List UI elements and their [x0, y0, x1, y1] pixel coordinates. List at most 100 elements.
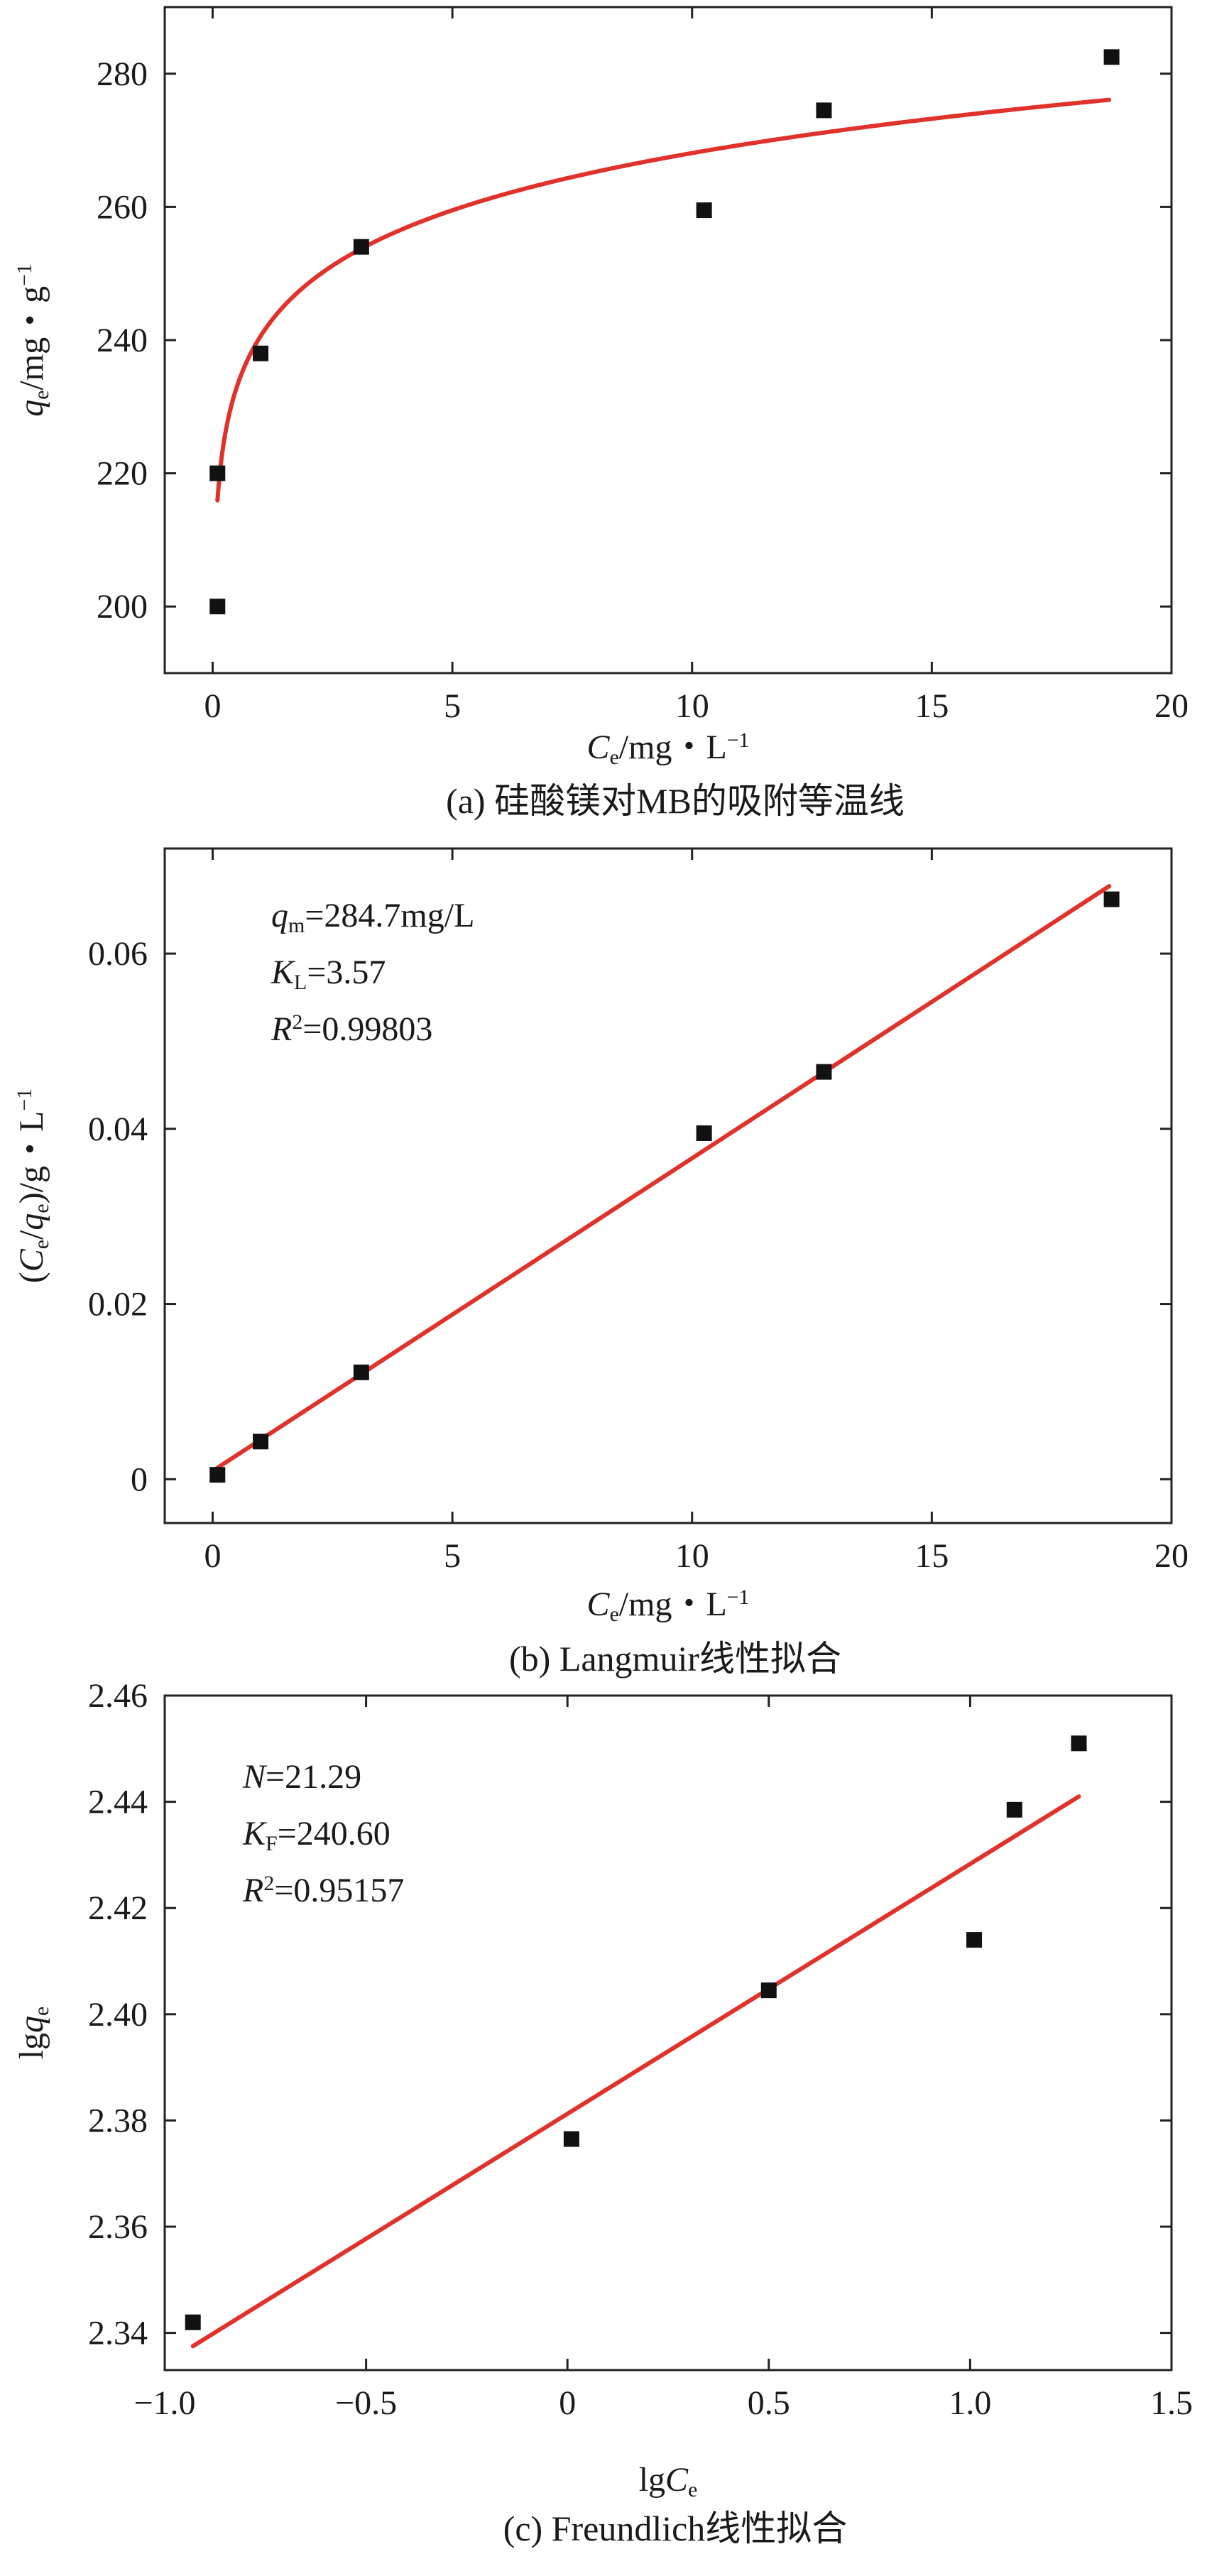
data-point	[760, 1982, 777, 1999]
data-point	[209, 1467, 226, 1483]
label-subscript: e	[30, 1204, 53, 1213]
param-symbol: R	[242, 1872, 263, 1909]
data-point	[966, 1932, 983, 1948]
y-tick-label: 280	[97, 55, 148, 93]
label-subscript: e	[688, 2478, 697, 2501]
label-variable: C	[587, 728, 611, 766]
data-point	[353, 1364, 369, 1380]
param-value: =240.60	[278, 1815, 390, 1852]
data-point	[1103, 49, 1120, 65]
y-tick-label: 200	[97, 588, 148, 626]
y-tick-label: 260	[97, 188, 148, 226]
x-tick-label: 0	[204, 1537, 222, 1575]
data-point	[1006, 1801, 1022, 1818]
data-point	[209, 465, 226, 481]
label-variable: C	[13, 1248, 50, 1272]
panel-caption: (a) 硅酸镁对MB的吸附等温线	[446, 781, 905, 821]
y-tick-label: 0.06	[88, 935, 148, 973]
y-tick-label: 0.02	[88, 1286, 148, 1324]
x-tick-label: 1.5	[1150, 2384, 1193, 2422]
data-point	[816, 102, 832, 119]
x-tick-label: 1.0	[949, 2384, 991, 2422]
panel-caption: (c) Freundlich线性拟合	[503, 2509, 848, 2548]
label-superscript: −1	[13, 1088, 36, 1111]
label-unit: /mg・L	[619, 728, 727, 766]
param-symbol: q	[271, 897, 288, 934]
label-variable: q	[13, 2016, 50, 2033]
param-symbol: K	[271, 954, 296, 991]
fit-line	[190, 1794, 1081, 2349]
data-point	[816, 1064, 832, 1080]
label-superscript: −1	[727, 1586, 750, 1609]
fit-parameter: qm=284.7mg/L	[271, 897, 474, 937]
x-tick-label: 10	[675, 1537, 709, 1575]
param-subscript: L	[294, 971, 307, 994]
y-tick-label: 240	[97, 322, 148, 359]
x-tick-label: −1.0	[133, 2384, 195, 2422]
y-axis-label: (Ce/qe)/g・L−1	[13, 1088, 54, 1284]
label-variable: C	[665, 2461, 689, 2499]
label-prefix: lg	[13, 2033, 50, 2059]
x-tick-label: 20	[1154, 687, 1189, 725]
x-tick-label: 0	[204, 687, 222, 725]
label-unit: )/g・L	[13, 1111, 50, 1204]
data-point	[253, 345, 269, 361]
data-point	[185, 2314, 201, 2330]
panel-caption: (b) Langmuir线性拟合	[509, 1639, 841, 1679]
x-tick-label: −0.5	[335, 2384, 397, 2422]
label-variable: q	[13, 1213, 50, 1230]
data-point	[696, 1125, 712, 1141]
fit-parameter: N=21.29	[242, 1758, 361, 1796]
param-value: =3.57	[307, 954, 386, 991]
data-point	[696, 202, 712, 219]
x-tick-label: 5	[444, 687, 461, 725]
x-tick-label: 0	[559, 2384, 576, 2422]
y-tick-label: 2.36	[88, 2208, 148, 2246]
label-variable: C	[587, 1586, 611, 1623]
label-subscript: e	[30, 1240, 53, 1249]
y-tick-label: 220	[97, 455, 148, 493]
label-subscript: e	[610, 746, 619, 769]
param-superscript: 2	[292, 1010, 302, 1034]
label-slash: /	[13, 1230, 50, 1240]
data-point	[563, 2131, 579, 2147]
fit-parameter: KL=3.57	[271, 954, 386, 994]
x-axis-label: Ce/mg・L−1	[587, 1586, 750, 1627]
label-variable: q	[13, 400, 50, 417]
x-tick-label: 5	[444, 1537, 461, 1575]
x-tick-label: 0.5	[748, 2384, 790, 2422]
chart-panel-2: 0 5 10 15 2000.020.040.06Ce/mg・L−1(Ce/qe)/g・…	[13, 847, 1189, 1679]
label-unit: /mg・L	[619, 1586, 727, 1623]
param-value: =0.95157	[274, 1872, 404, 1909]
fit-parameter: R2=0.99803	[271, 1010, 432, 1049]
data-point	[353, 239, 369, 255]
x-axis-label: lgCe	[639, 2461, 698, 2501]
data-point	[209, 599, 226, 615]
y-tick-label: 0	[131, 1461, 148, 1498]
param-symbol: K	[242, 1815, 268, 1852]
x-axis-label: Ce/mg・L−1	[587, 728, 750, 770]
param-subscript: m	[288, 914, 305, 937]
param-superscript: 2	[263, 1872, 274, 1895]
chart-panel-3: −1.0 −0.5 0 0.5 1.0 1.5 2.34 2.36 2.38 2.40 2.42 2.…	[13, 1677, 1193, 2548]
label-subscript: e	[610, 1603, 619, 1626]
y-tick-label: 2.42	[88, 1889, 148, 1927]
param-value: =0.99803	[302, 1010, 432, 1048]
label-superscript: −1	[13, 263, 36, 286]
label-paren: (	[13, 1272, 50, 1283]
y-tick-label: 2.40	[88, 1996, 148, 2034]
data-point	[1103, 891, 1120, 907]
fit-parameter: KF=240.60	[242, 1815, 390, 1855]
fit-curve	[215, 97, 1112, 503]
label-subscript: e	[30, 2007, 53, 2016]
param-subscript: F	[266, 1832, 278, 1855]
param-symbol: N	[242, 1758, 268, 1796]
x-tick-label: 15	[914, 687, 949, 725]
param-value: =21.29	[266, 1758, 361, 1796]
fit-parameter: R2=0.95157	[242, 1872, 404, 1910]
label-subscript: e	[30, 391, 53, 400]
data-point	[253, 1434, 269, 1450]
plot-frame	[163, 1694, 1173, 2372]
data-point	[1071, 1735, 1087, 1752]
